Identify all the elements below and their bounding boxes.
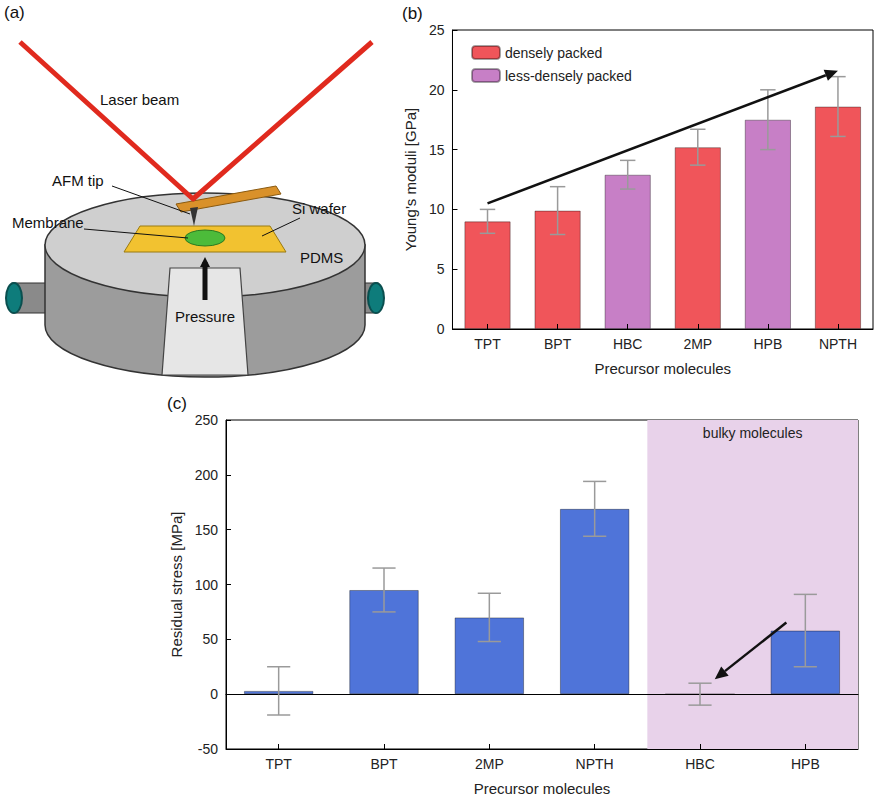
- svg-text:bulky molecules: bulky molecules: [703, 425, 803, 441]
- svg-text:15: 15: [429, 142, 445, 158]
- svg-text:Laser beam: Laser beam: [100, 91, 179, 108]
- svg-text:20: 20: [429, 82, 445, 98]
- svg-text:TPT: TPT: [474, 336, 501, 352]
- svg-text:Pressure: Pressure: [175, 308, 235, 325]
- svg-text:HPB: HPB: [753, 336, 782, 352]
- svg-text:AFM tip: AFM tip: [52, 172, 104, 189]
- svg-text:2MP: 2MP: [683, 336, 712, 352]
- svg-text:150: 150: [195, 522, 219, 538]
- svg-text:2MP: 2MP: [475, 756, 504, 772]
- svg-text:Precursor molecules: Precursor molecules: [474, 780, 611, 797]
- svg-text:100: 100: [195, 577, 219, 593]
- svg-text:(c): (c): [167, 394, 187, 413]
- svg-text:-50: -50: [198, 741, 218, 757]
- svg-text:BPT: BPT: [370, 756, 398, 772]
- svg-text:Precursor molecules: Precursor molecules: [594, 360, 731, 377]
- svg-text:PDMS: PDMS: [300, 249, 343, 266]
- svg-text:HPB: HPB: [791, 756, 820, 772]
- svg-text:0: 0: [210, 686, 218, 702]
- svg-text:less-densely packed: less-densely packed: [505, 68, 632, 84]
- svg-text:Si wafer: Si wafer: [292, 200, 346, 217]
- svg-text:50: 50: [202, 631, 218, 647]
- svg-text:densely packed: densely packed: [505, 45, 602, 61]
- svg-text:Membrane: Membrane: [12, 214, 84, 231]
- svg-text:25: 25: [429, 22, 445, 38]
- svg-text:(b): (b): [402, 4, 423, 23]
- svg-text:HBC: HBC: [613, 336, 643, 352]
- svg-text:BPT: BPT: [544, 336, 572, 352]
- svg-text:5: 5: [437, 261, 445, 277]
- svg-text:10: 10: [429, 201, 445, 217]
- svg-text:NPTH: NPTH: [576, 756, 614, 772]
- svg-text:Residual stress [MPa]: Residual stress [MPa]: [168, 512, 185, 658]
- svg-text:TPT: TPT: [265, 756, 292, 772]
- svg-text:(a): (a): [4, 3, 25, 22]
- svg-text:Young’s moduli [GPa]: Young’s moduli [GPa]: [402, 108, 419, 251]
- svg-text:200: 200: [195, 467, 219, 483]
- svg-text:NPTH: NPTH: [819, 336, 857, 352]
- svg-text:0: 0: [437, 321, 445, 337]
- svg-text:HBC: HBC: [685, 756, 715, 772]
- svg-text:250: 250: [195, 412, 219, 428]
